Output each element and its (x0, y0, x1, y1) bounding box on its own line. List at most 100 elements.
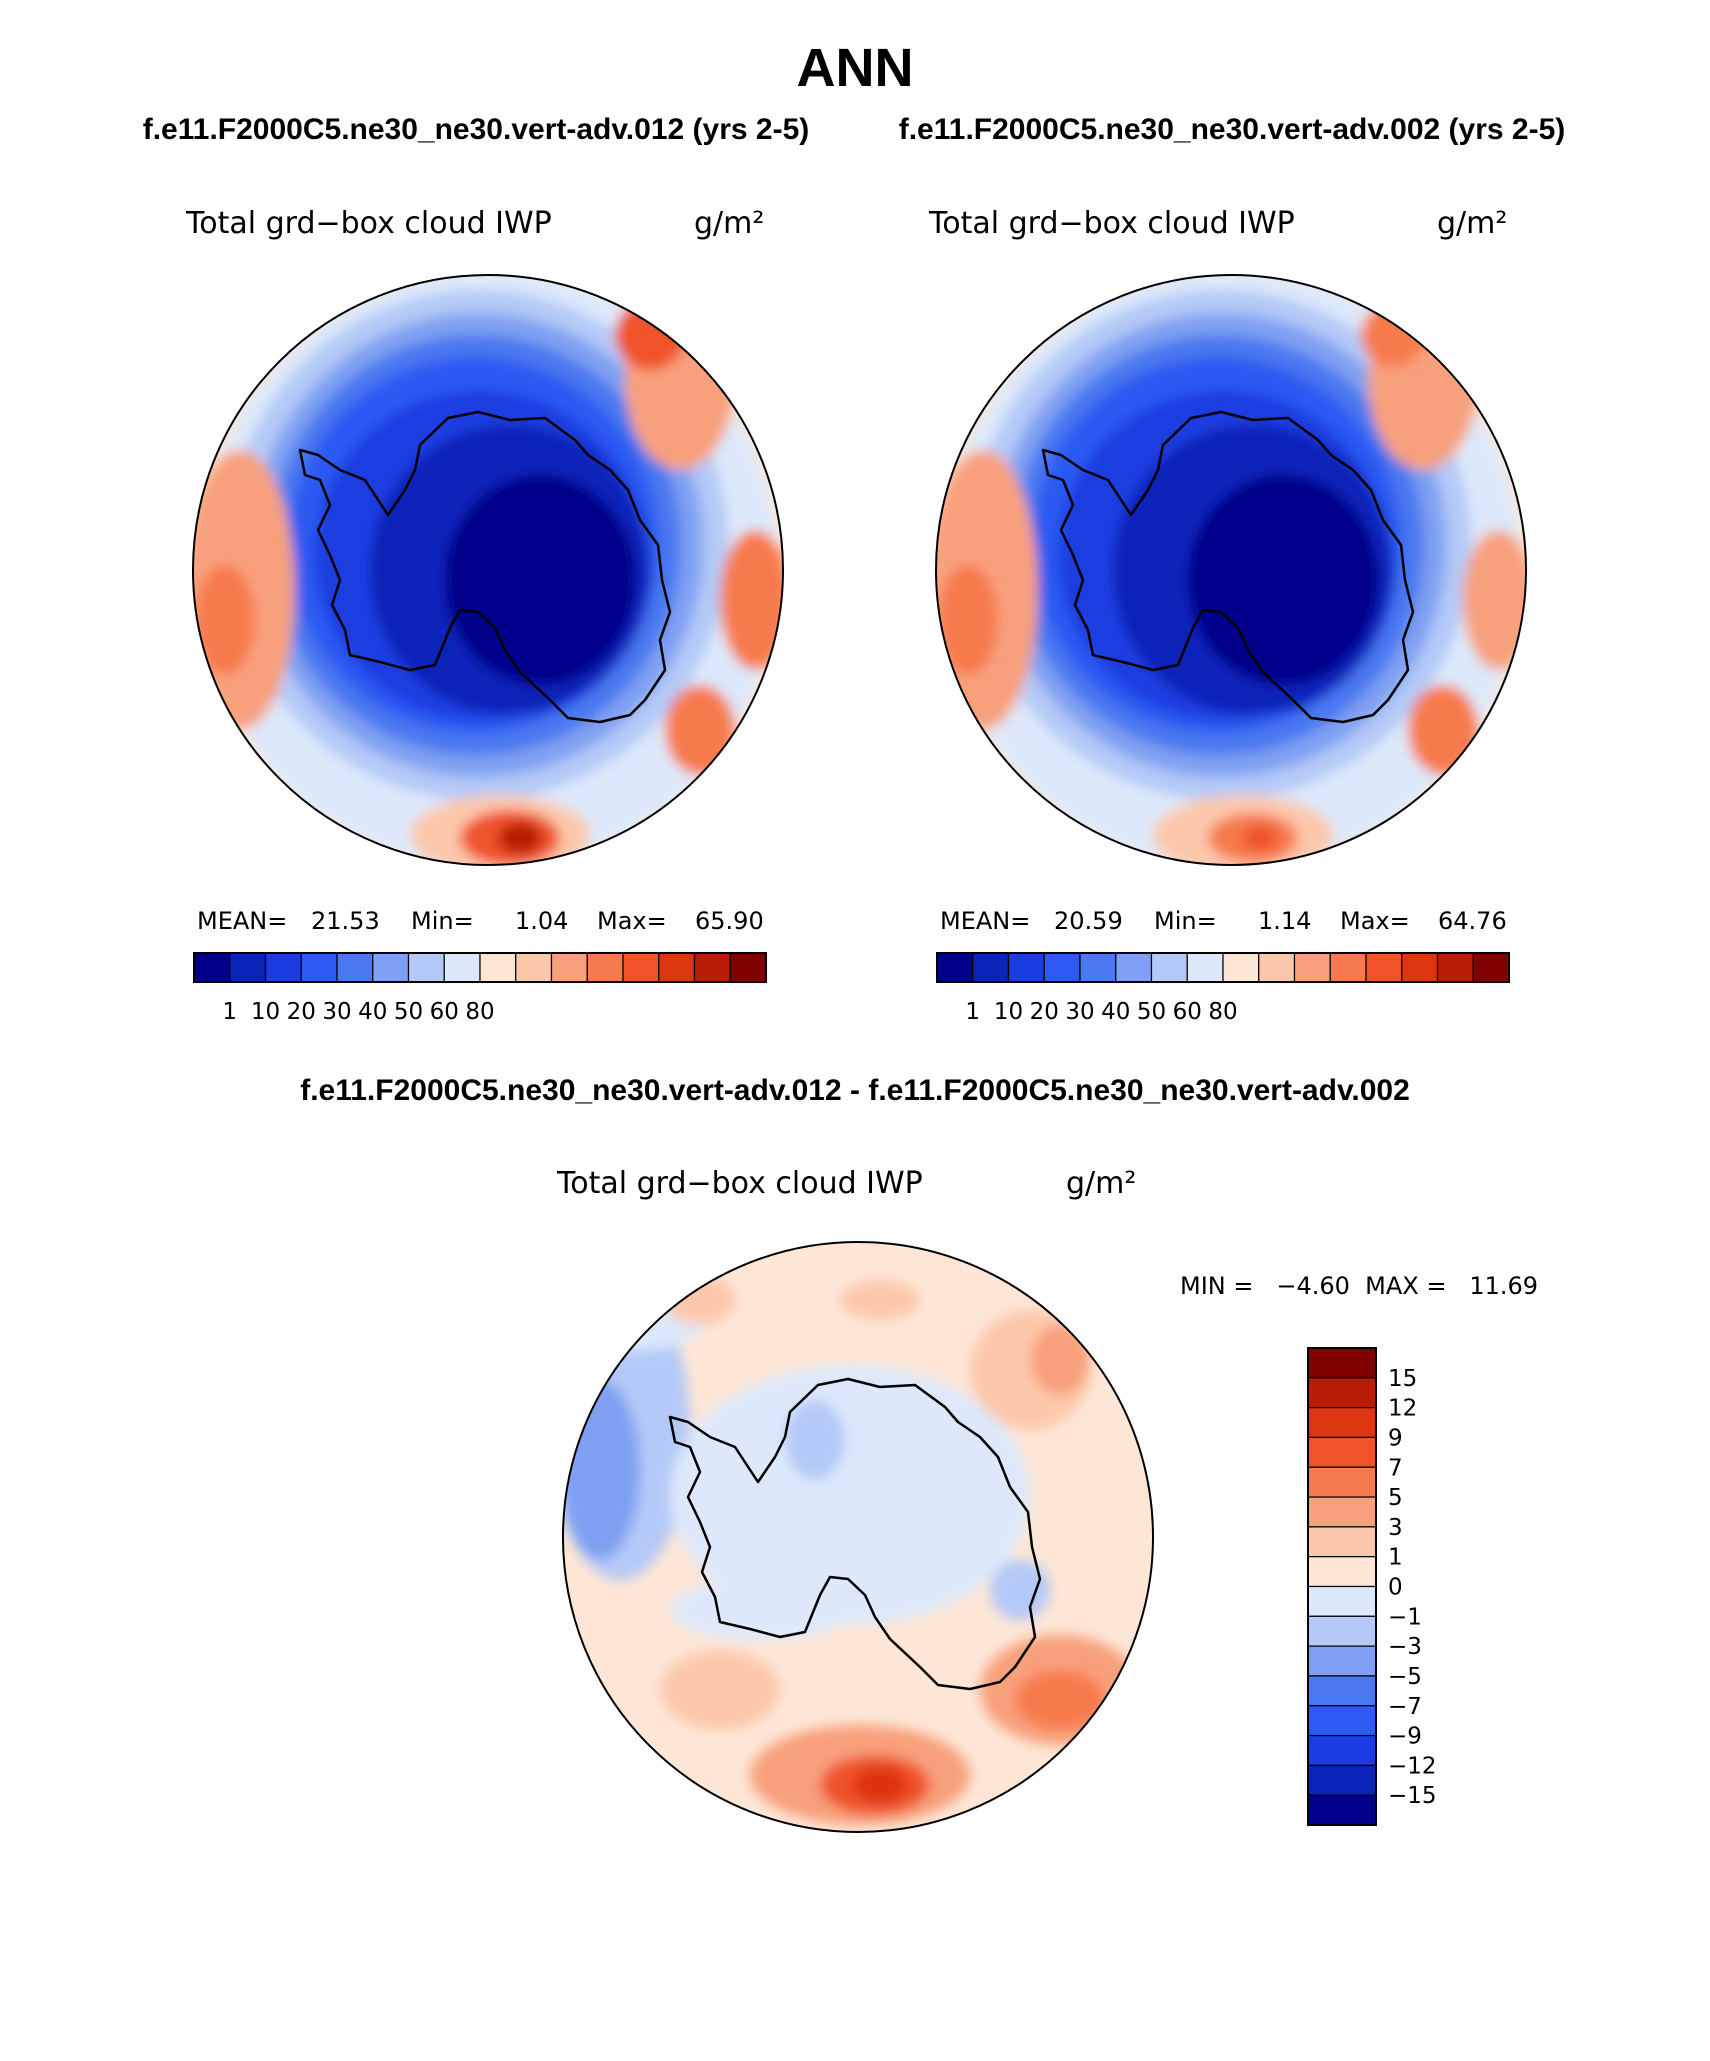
panel-b-colorbar-swatch (972, 952, 1010, 983)
panel-a-colorbar-tick-label: 1 (222, 999, 237, 1025)
panel-c-colorbar-swatch (1307, 1347, 1377, 1379)
panel-b-colorbar-tick-label: 60 (1173, 999, 1202, 1025)
panel-c-coastline (668, 1377, 1042, 1691)
panel-b-colorbar-swatch (1293, 952, 1331, 983)
panel-b-colorbar-swatch (1115, 952, 1153, 983)
panel-c-field-blob (840, 1280, 920, 1320)
panel-a-colorbar-swatch (264, 952, 302, 983)
panel-c-minmax: MIN = −4.60 MAX = 11.69 (1180, 1272, 1538, 1300)
panel-b-colorbar-swatch (1043, 952, 1081, 983)
panel-c-colorbar-swatch (1307, 1436, 1377, 1468)
panel-a-map-border (192, 274, 784, 866)
panel-b-colorbar-swatch (1258, 952, 1296, 983)
panel-b-field-blob (1188, 475, 1378, 685)
panel-b-colorbar-swatch (1007, 952, 1045, 983)
panel-c-map (563, 1242, 1153, 1832)
panel-b-colorbar-tick-label: 50 (1137, 999, 1166, 1025)
panel-a-mean-value: 21.53 (311, 907, 380, 935)
panel-b-field (936, 275, 1526, 865)
panel-c-field-blob (660, 1650, 780, 1730)
panel-a-map (193, 275, 783, 865)
panel-a-colorbar-tick-label: 30 (322, 999, 351, 1025)
panel-b-field-blob (1361, 303, 1425, 367)
panel-a-colorbar: 1 10 20 30 40 50 60 80 (193, 952, 767, 1025)
panel-b-field-blob (1242, 825, 1278, 851)
panel-c-colorbar-tick-label: 0 (1388, 1575, 1403, 1601)
panel-b-colorbar-swatch (1401, 952, 1439, 983)
panel-c-colorbar-swatch (1307, 1764, 1377, 1796)
case-label-a: f.e11.F2000C5.ne30_ne30.vert-adv.012 (yr… (143, 113, 810, 146)
panel-b-mean-label: MEAN= (940, 907, 1030, 935)
panel-a-field-blob (498, 822, 542, 854)
panel-a-colorbar-swatch (622, 952, 660, 983)
panel-c-colorbar-swatch (1307, 1794, 1377, 1826)
panel-c-colorbar-swatch (1307, 1526, 1377, 1558)
panel-c-colorbar-swatch (1307, 1407, 1377, 1439)
panel-b-units: g/m² (1437, 206, 1507, 241)
figure-title: ANN (797, 38, 914, 98)
panel-a-colorbar-tick-label: 20 (287, 999, 316, 1025)
panel-b-colorbar-tick-label: 20 (1030, 999, 1059, 1025)
panel-c-colorbar-tick-label: 9 (1388, 1425, 1403, 1451)
panel-b-map-border (935, 274, 1527, 866)
panel-a-mean-label: MEAN= (197, 907, 287, 935)
panel-c-colorbar-tick-label: −7 (1388, 1694, 1422, 1720)
panel-b-colorbar-swatch (1150, 952, 1188, 983)
panel-b-colorbar-swatch (1472, 952, 1510, 983)
panel-a-field-blob (720, 530, 783, 670)
panel-a-field-blob (615, 300, 685, 370)
panel-case-a: Total grd−box cloud IWP g/m² (185, 206, 784, 1025)
panel-c-colorbar-tick-label: −5 (1388, 1664, 1422, 1690)
panel-a-colorbar-swatch (300, 952, 338, 983)
panel-b-colorbar-swatch (1436, 952, 1474, 983)
panel-b-colorbar-swatch (1222, 952, 1260, 983)
panel-c-colorbar-tick-label: −9 (1388, 1724, 1422, 1750)
panel-c-colorbar-tick-label: 3 (1388, 1515, 1403, 1541)
panel-c-colorbar-swatch (1307, 1615, 1377, 1647)
panel-a-colorbar-tick-label: 50 (394, 999, 423, 1025)
panel-b-title: Total grd−box cloud IWP (928, 206, 1295, 241)
panel-a-field-blob (665, 685, 735, 775)
difference-title: f.e11.F2000C5.ne30_ne30.vert-adv.012 - f… (300, 1074, 1410, 1107)
panel-a-colorbar-swatch (193, 952, 231, 983)
panel-a-stats: MEAN= 21.53 Min= 1.04 Max= 65.90 (197, 907, 764, 935)
panel-c-colorbar-swatch (1307, 1585, 1377, 1617)
panel-b-stats: MEAN= 20.59 Min= 1.14 Max= 64.76 (940, 907, 1507, 935)
panel-a-min-label: Min= (411, 907, 474, 935)
panel-c-field-blob (852, 1767, 908, 1803)
case-label-b: f.e11.F2000C5.ne30_ne30.vert-adv.002 (yr… (899, 113, 1566, 146)
panel-b-colorbar-swatch (1079, 952, 1117, 983)
panel-b-colorbar-swatch (936, 952, 974, 983)
panel-b-colorbar-swatch (1329, 952, 1367, 983)
panel-c-colorbar-swatch (1307, 1466, 1377, 1498)
panel-c-colorbar: 15 12 9 7 5 3 1 0 −1 −3 −5 −7 −9 −12 −15 (1307, 1347, 1437, 1826)
panel-b-colorbar: 1 10 20 30 40 50 60 80 (936, 952, 1510, 1025)
panel-a-colorbar-tick-label: 40 (358, 999, 387, 1025)
panel-a-colorbar-swatch (729, 952, 767, 983)
panel-b-colorbar-tick-label: 1 (965, 999, 980, 1025)
panel-b-colorbar-tick-label: 40 (1101, 999, 1130, 1025)
panel-a-colorbar-swatch (479, 952, 517, 983)
panel-c-colorbar-tick-label: −12 (1388, 1753, 1437, 1779)
panel-c-colorbar-tick-label: −1 (1388, 1604, 1422, 1630)
panel-c-colorbar-tick-label: 15 (1388, 1366, 1417, 1392)
panel-a-min-value: 1.04 (515, 907, 568, 935)
panel-b-min-value: 1.14 (1258, 907, 1311, 935)
panel-a-colorbar-swatch (229, 952, 267, 983)
panel-c-colorbar-tick-label: 1 (1388, 1545, 1403, 1571)
panel-difference: Total grd−box cloud IWP g/m² MIN = −4.60… (556, 1166, 1538, 1833)
panel-a-colorbar-tick-label: 10 (251, 999, 280, 1025)
panel-c-colorbar-swatch (1307, 1377, 1377, 1409)
panel-a-colorbar-swatch (515, 952, 553, 983)
panel-c-units: g/m² (1066, 1166, 1136, 1201)
panel-c-colorbar-swatch (1307, 1645, 1377, 1677)
panel-c-colorbar-tick-label: 7 (1388, 1455, 1403, 1481)
panel-a-field-blob (445, 475, 635, 685)
panel-c-field-blob (785, 1400, 845, 1480)
panel-a-units: g/m² (694, 206, 764, 241)
panel-b-colorbar-tick-label: 80 (1208, 999, 1237, 1025)
panel-a-field-blob (195, 565, 255, 675)
panel-b-field-blob (938, 565, 998, 675)
panel-a-title: Total grd−box cloud IWP (185, 206, 552, 241)
